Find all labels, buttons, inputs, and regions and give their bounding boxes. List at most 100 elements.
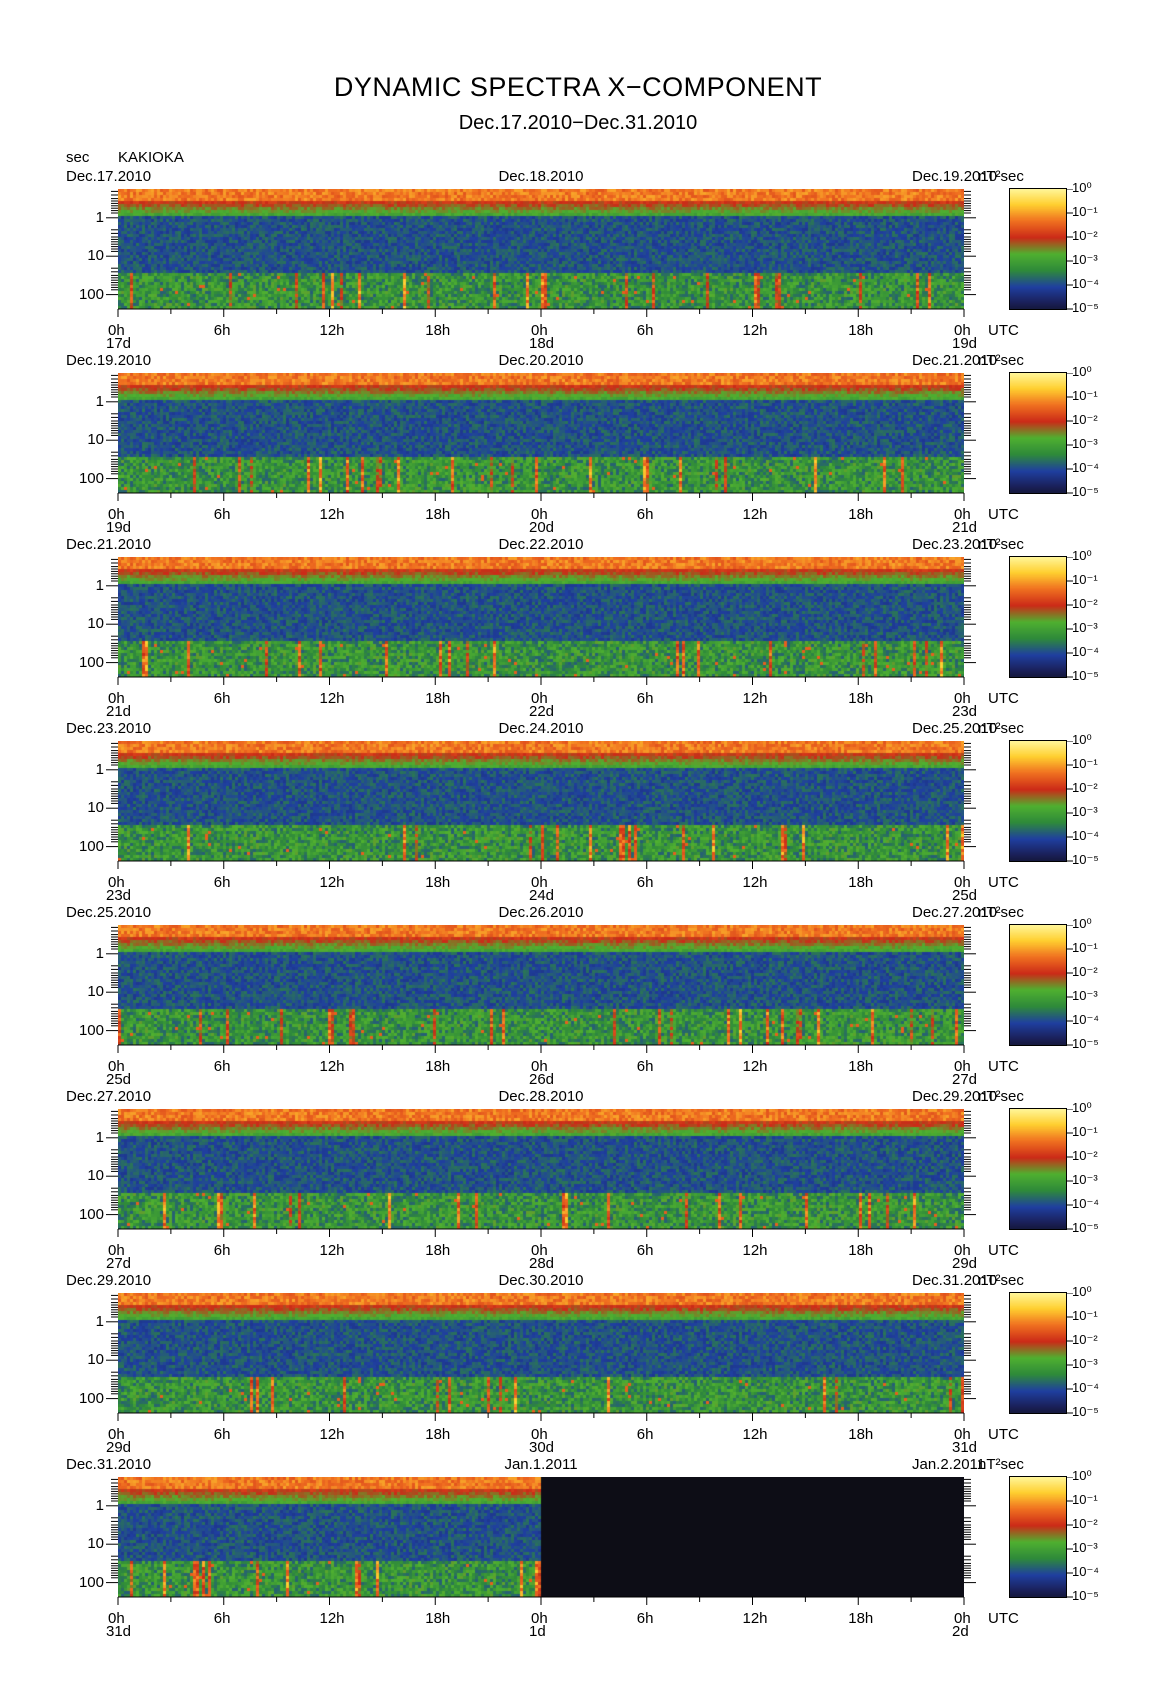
day-label: 23d [106, 887, 132, 904]
panel-axes [106, 374, 976, 501]
colorbar-tick-label: 10⁻¹ [1072, 1124, 1098, 1139]
x-tick-label: 6h [636, 1058, 654, 1075]
y-unit-label: sec [66, 149, 90, 166]
x-tick-label: 0h [531, 1610, 548, 1627]
day-label: 31d [952, 1439, 978, 1456]
colorbar-tick-label: 10⁻² [1072, 1148, 1098, 1163]
x-tick-label: 12h [319, 1426, 345, 1443]
y-tick-label: 100 [78, 1021, 104, 1039]
x-tick-label: 12h [742, 1242, 768, 1259]
x-tick-label: 18h [425, 1610, 451, 1627]
panel-axes [106, 1110, 976, 1237]
y-tick-label: 10 [87, 1535, 104, 1553]
panel-right-date: Dec.29.2010 [912, 1088, 998, 1105]
colorbar-tick-label: 10⁻⁵ [1072, 300, 1099, 315]
day-label: 18d [529, 335, 555, 352]
x-tick-label: 12h [319, 1610, 345, 1627]
x-unit-label: UTC [988, 1426, 1019, 1443]
x-tick-label: 0h [108, 1426, 125, 1443]
x-tick-label: 0h [954, 1058, 971, 1075]
colorbar-tick-label: 10⁻⁵ [1072, 852, 1099, 867]
x-unit-label: UTC [988, 1610, 1019, 1627]
y-tick-label: 100 [78, 1205, 104, 1223]
colorbar-tick-label: 10⁰ [1072, 1284, 1092, 1299]
spectrogram-panel [118, 373, 964, 493]
x-tick-label: 18h [848, 874, 874, 891]
colorbar-tick-label: 10⁻⁴ [1072, 460, 1099, 475]
x-tick-label: 0h [531, 1242, 548, 1259]
x-tick-label: 0h [531, 1426, 548, 1443]
colorbar [1009, 1292, 1067, 1414]
x-tick-label: 0h [954, 874, 971, 891]
y-tick-label: 1 [95, 1496, 104, 1514]
colorbar-unit-label: nT²sec [978, 1088, 1024, 1105]
colorbar-tick-label: 10⁰ [1072, 916, 1092, 931]
colorbar-unit-label: nT²sec [978, 1456, 1024, 1473]
colorbar-tick-label: 10⁻² [1072, 780, 1098, 795]
panel-left-date: Dec.25.2010 [66, 904, 152, 921]
x-tick-label: 0h [108, 1242, 125, 1259]
x-unit-label: UTC [988, 506, 1019, 523]
colorbar-tick-label: 10⁻⁴ [1072, 1564, 1099, 1579]
colorbar-tick-label: 10⁻⁵ [1072, 1404, 1099, 1419]
y-tick-label: 10 [87, 247, 104, 265]
colorbar-tick-label: 10⁻⁵ [1072, 484, 1099, 499]
panel-axes [106, 926, 976, 1053]
x-tick-label: 12h [742, 874, 768, 891]
colorbar-tick-label: 10⁻² [1072, 412, 1098, 427]
spectrogram-panel [118, 1293, 964, 1413]
x-unit-label: UTC [988, 1242, 1019, 1259]
x-tick-label: 0h [531, 506, 548, 523]
x-tick-label: 0h [954, 1426, 971, 1443]
y-tick-label: 10 [87, 431, 104, 449]
y-tick-label: 100 [78, 469, 104, 487]
x-tick-label: 0h [954, 1610, 971, 1627]
colorbar-tick-label: 10⁻³ [1072, 436, 1098, 451]
x-tick-label: 6h [636, 1610, 654, 1627]
x-tick-label: 18h [425, 690, 451, 707]
colorbar-ticks [1066, 1293, 1073, 1414]
day-label: 23d [952, 703, 978, 720]
colorbar-tick-label: 10⁻⁵ [1072, 1588, 1099, 1603]
colorbar [1009, 924, 1067, 1046]
x-unit-label: UTC [988, 1058, 1019, 1075]
panel-mid-date: Dec.24.2010 [498, 720, 584, 737]
spectrogram-panel [118, 741, 964, 861]
colorbar-tick-label: 10⁰ [1072, 1100, 1092, 1115]
day-label: 29d [952, 1255, 978, 1272]
x-tick-label: 0h [531, 322, 548, 339]
figure-subtitle: Dec.17.2010−Dec.31.2010 [458, 112, 698, 134]
colorbar-tick-label: 10⁻² [1072, 228, 1098, 243]
day-label: 25d [106, 1071, 132, 1088]
colorbar [1009, 1476, 1067, 1598]
colorbar-tick-label: 10⁻⁴ [1072, 828, 1099, 843]
colorbar-tick-label: 10⁻⁴ [1072, 1012, 1099, 1027]
panel-mid-date: Dec.26.2010 [498, 904, 584, 921]
day-label: 28d [529, 1255, 555, 1272]
x-tick-label: 0h [954, 506, 971, 523]
y-tick-label: 100 [78, 1389, 104, 1407]
colorbar-tick-label: 10⁻⁴ [1072, 644, 1099, 659]
x-tick-label: 12h [742, 1058, 768, 1075]
colorbar-ticks [1066, 189, 1073, 310]
x-tick-label: 0h [108, 690, 125, 707]
panel-axes [106, 1478, 976, 1605]
x-tick-label: 0h [531, 690, 548, 707]
x-tick-label: 6h [213, 506, 231, 523]
x-tick-label: 18h [848, 322, 874, 339]
day-label: 29d [106, 1439, 132, 1456]
colorbar-tick-label: 10⁻⁴ [1072, 1196, 1099, 1211]
day-label: 31d [106, 1623, 132, 1640]
colorbar-tick-label: 10⁻² [1072, 1332, 1098, 1347]
x-tick-label: 6h [213, 1426, 231, 1443]
colorbar-ticks [1066, 741, 1073, 862]
day-label: 2d [952, 1623, 969, 1640]
panel-axes [106, 558, 976, 685]
y-tick-label: 10 [87, 1167, 104, 1185]
x-tick-label: 0h [531, 874, 548, 891]
x-tick-label: 6h [636, 1426, 654, 1443]
x-unit-label: UTC [988, 322, 1019, 339]
x-tick-label: 18h [425, 874, 451, 891]
day-label: 21d [106, 703, 132, 720]
x-tick-label: 12h [742, 506, 768, 523]
